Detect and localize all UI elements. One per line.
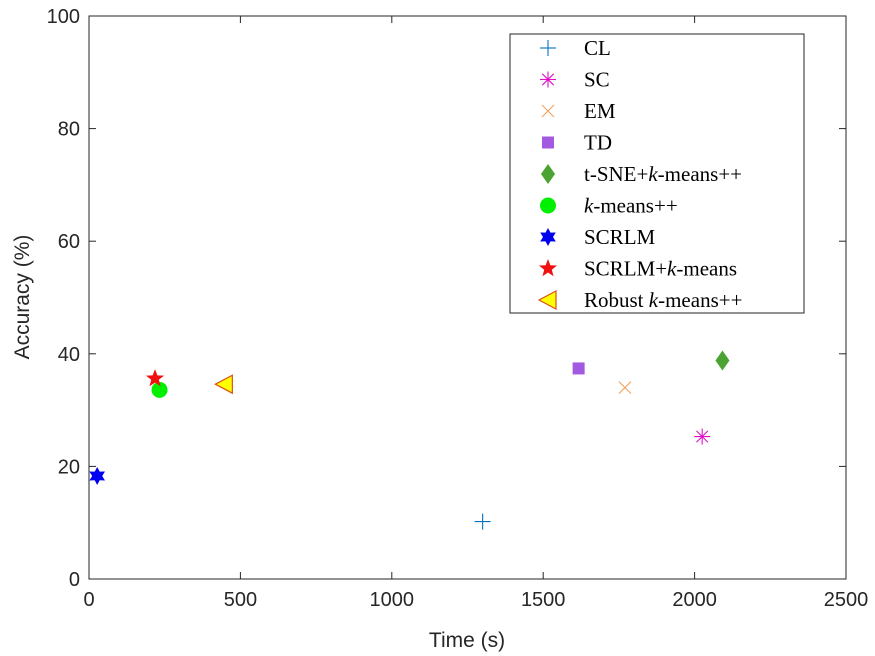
- x-tick-label: 0: [83, 589, 94, 611]
- y-tick-label: 60: [58, 231, 80, 253]
- y-tick-label: 100: [47, 6, 80, 28]
- x-axis-label: Time (s): [429, 629, 505, 652]
- x-tick-label: 1500: [521, 589, 566, 611]
- legend-marker: [538, 259, 558, 277]
- legend-marker: [540, 40, 556, 56]
- point-td: [572, 362, 585, 375]
- point-scrlm-k-means: [145, 369, 165, 387]
- x-tick-label: 1000: [370, 589, 415, 611]
- y-tick-label: 20: [58, 456, 80, 478]
- y-axis-ticks: 0 20 40 60 80 100: [47, 6, 846, 591]
- legend-entry-label: EM: [584, 99, 616, 123]
- legend: CL SC EM TD t-SNE+k-means++ k-means++ SCRLM SCR…: [509, 33, 805, 314]
- x-tick-label: 500: [224, 589, 257, 611]
- y-tick-label: 80: [58, 119, 80, 141]
- legend-entry-label: CL: [584, 36, 611, 60]
- legend-marker: [540, 228, 556, 246]
- y-tick-label: 0: [69, 569, 80, 591]
- y-axis-label: Accuracy (%): [11, 235, 34, 360]
- point-k-means-: [151, 381, 168, 398]
- legend-marker: [540, 71, 556, 88]
- legend-marker: [540, 197, 556, 214]
- point-scrlm: [89, 466, 105, 485]
- point-em: [618, 381, 632, 394]
- x-axis-ticks: 0 500 1000 1500 2000 2500: [83, 16, 868, 611]
- point-robust-k-means-: [214, 374, 233, 395]
- legend-marker: [541, 164, 555, 184]
- legend-entry-label: Robust k-means++: [584, 288, 742, 312]
- legend-entry-label: k-means++: [584, 194, 678, 218]
- legend-entry-label: SCRLM+k-means: [584, 257, 737, 281]
- legend-box: [509, 33, 805, 314]
- legend-entry-label: t-SNE+k-means++: [584, 162, 742, 186]
- legend-marker: [542, 136, 554, 149]
- legend-entry-label: TD: [584, 131, 612, 155]
- legend-marker: [537, 290, 557, 310]
- legend-marker: [541, 104, 555, 118]
- x-tick-label: 2500: [824, 589, 869, 611]
- point-sc: [694, 428, 711, 445]
- x-tick-label: 2000: [672, 589, 717, 611]
- point-cl: [474, 513, 491, 530]
- plot-frame: [88, 15, 847, 580]
- legend-entry-label: SC: [584, 68, 610, 92]
- point-t-sne-k-means-: [715, 350, 730, 371]
- y-tick-label: 40: [58, 344, 80, 366]
- legend-entry-label: SCRLM: [584, 225, 656, 249]
- data-points: [89, 350, 730, 530]
